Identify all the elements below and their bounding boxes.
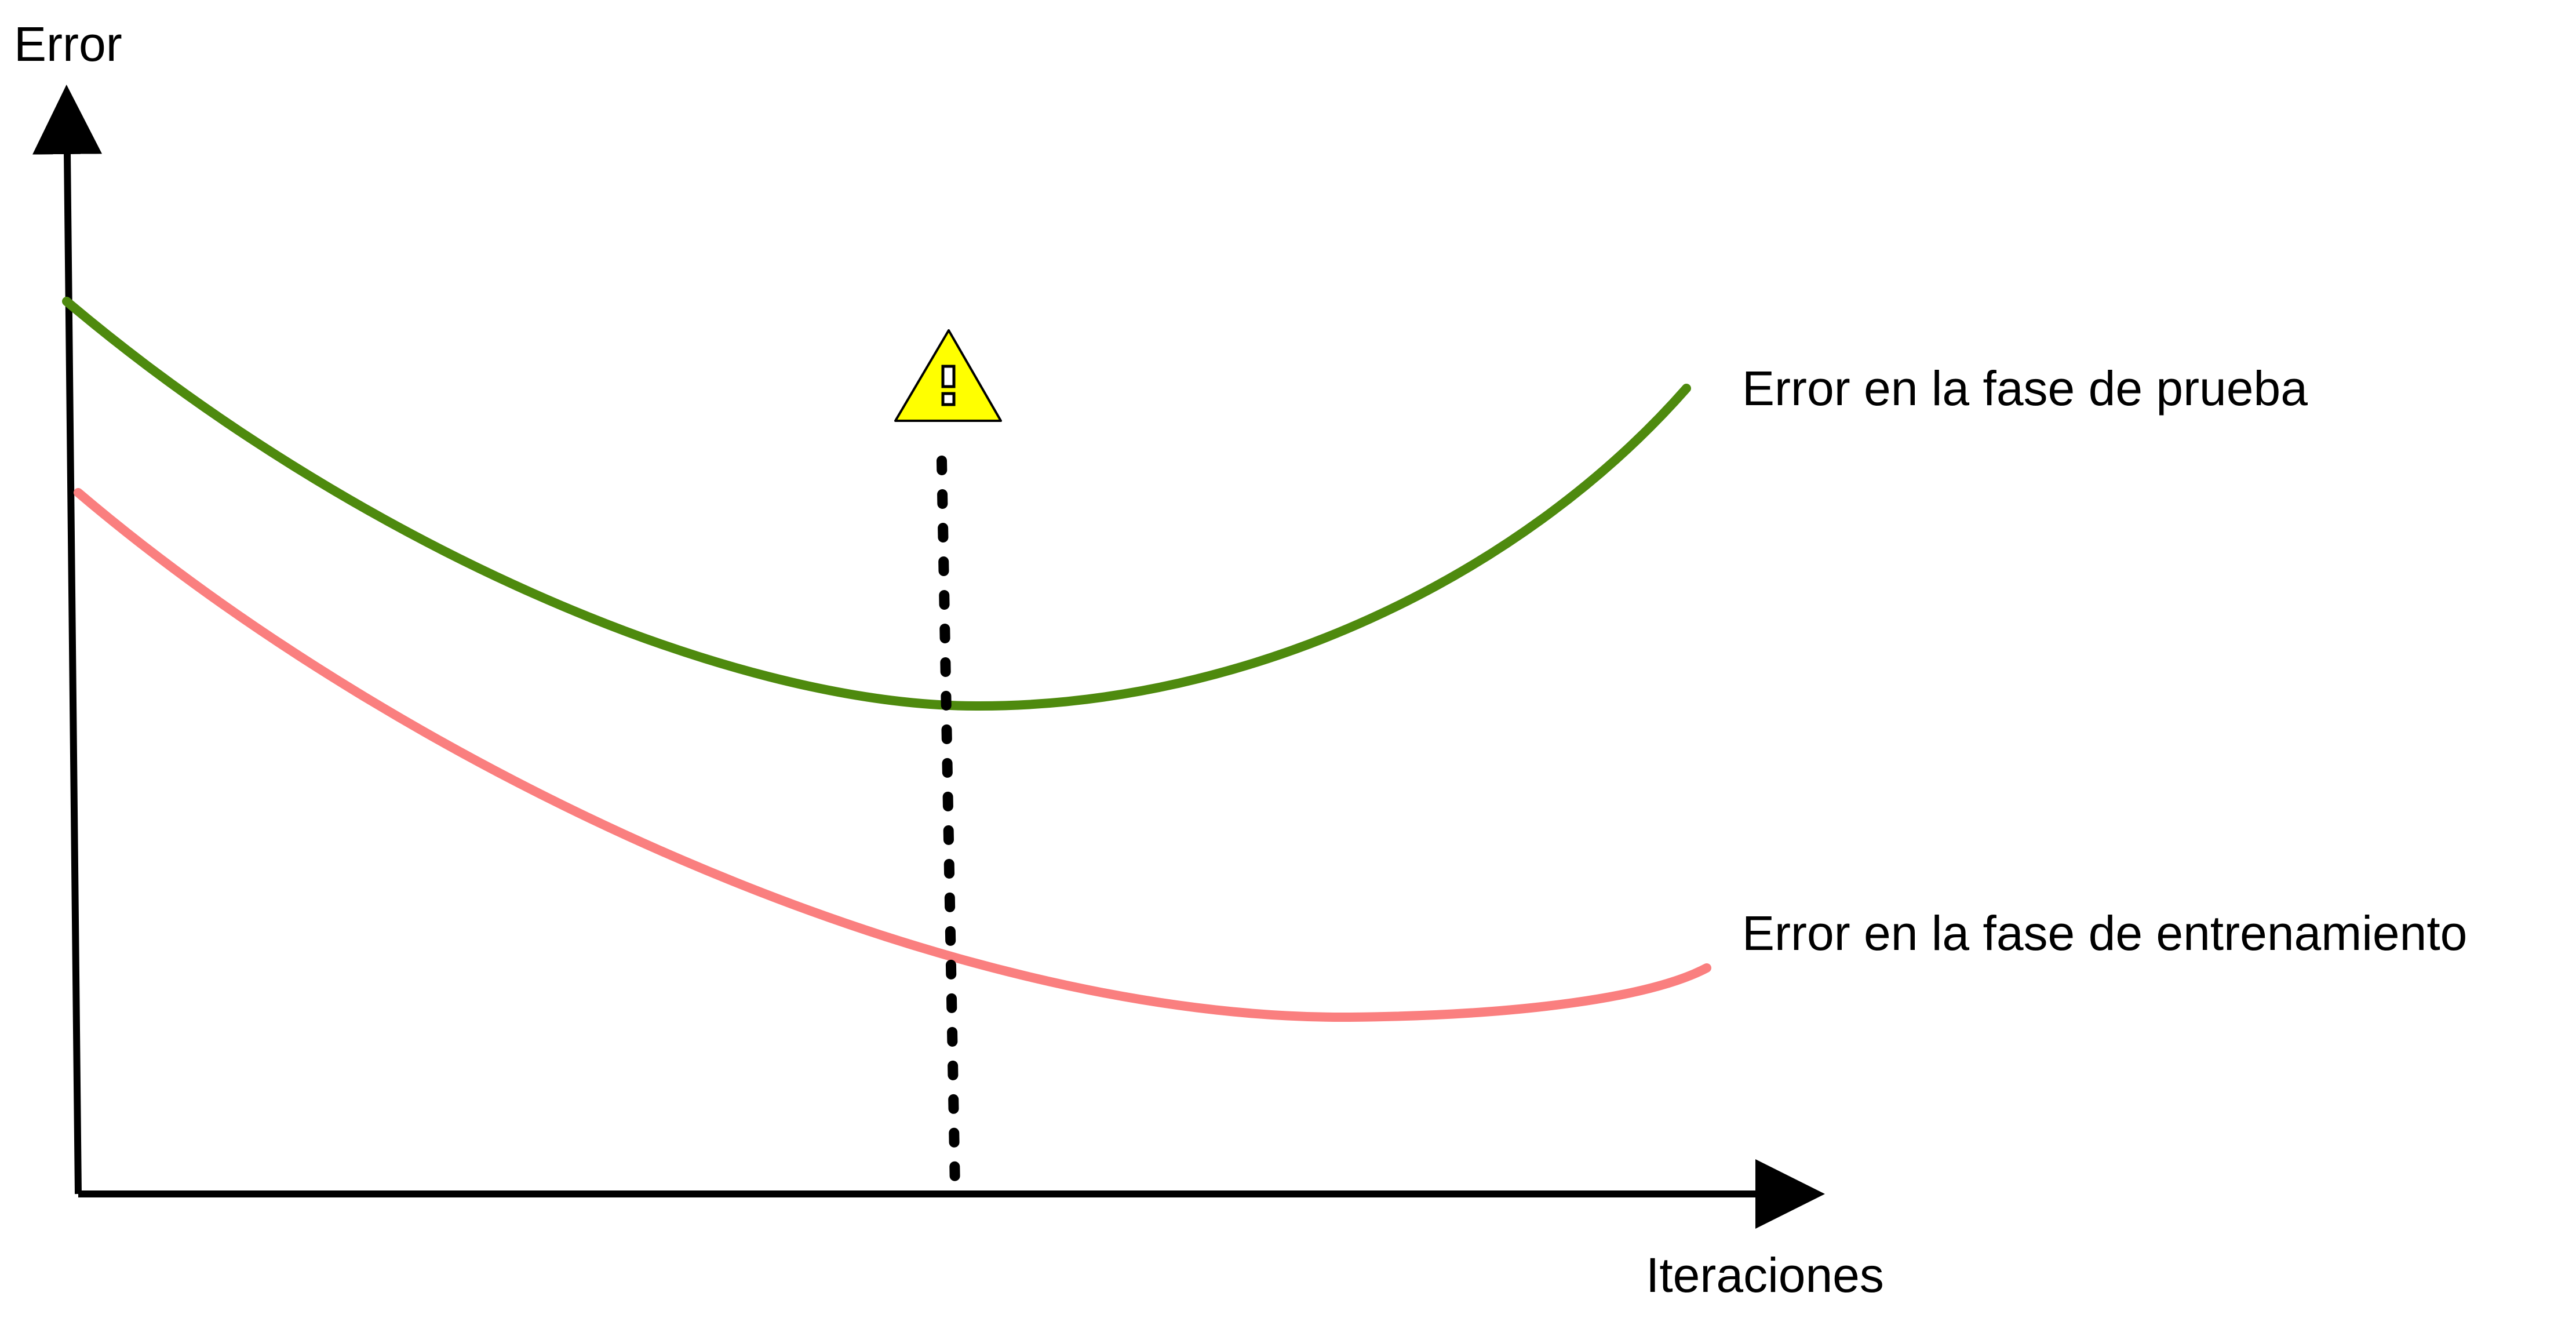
test-error-curve — [62, 297, 1691, 711]
warning-triangle-icon — [894, 329, 1002, 422]
test-error-label: Error en la fase de prueba — [1742, 361, 2308, 416]
optimum-marker-line — [937, 456, 960, 1193]
y-axis-label: Error — [14, 17, 122, 71]
train-error-label: Error en la fase de entrenamiento — [1742, 906, 2468, 960]
x-axis-label: Iteraciones — [1646, 1248, 1884, 1302]
y-axis — [32, 85, 103, 1195]
train-error-curve — [74, 488, 1711, 1022]
